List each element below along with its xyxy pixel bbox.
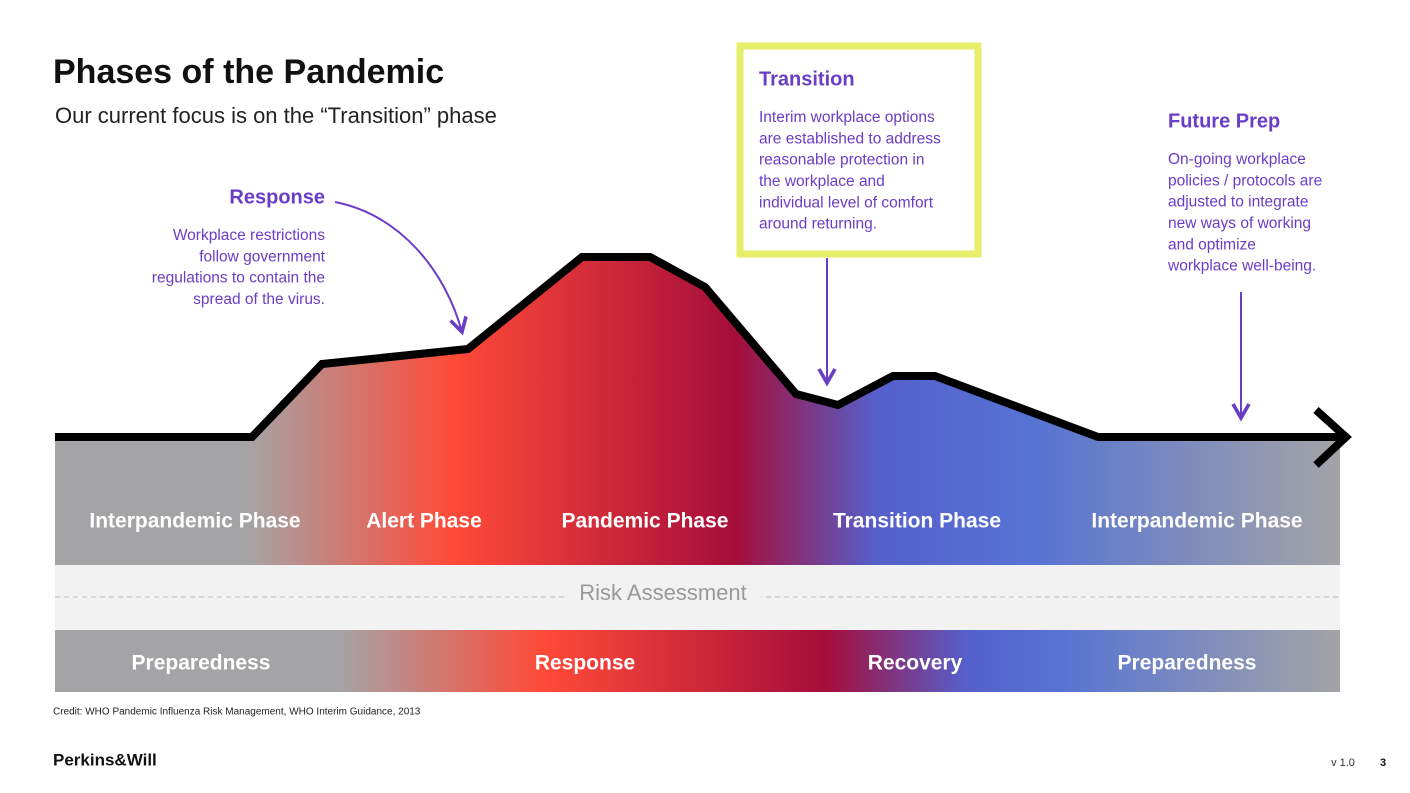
annotation-text: On-going workplace	[1168, 151, 1306, 168]
stage-label: Preparedness	[132, 652, 271, 675]
phase-label: Interpandemic Phase	[89, 510, 300, 533]
annotation-text: Interim workplace options	[759, 109, 935, 126]
stage-label: Preparedness	[1118, 652, 1257, 675]
risk-label: Risk Assessment	[579, 580, 747, 605]
curve-area	[55, 257, 1340, 565]
stage-bar	[55, 630, 1340, 692]
curve	[55, 253, 1348, 441]
annotation-heading: Transition	[759, 68, 855, 90]
version: v 1.0	[1331, 757, 1355, 769]
annotation-text: are established to address	[759, 130, 941, 147]
highlight-box	[736, 42, 982, 258]
phase-label: Interpandemic Phase	[1091, 510, 1302, 533]
annotation-text: individual level of comfort	[759, 194, 934, 211]
annotation-text: Workplace restrictions	[173, 227, 325, 244]
stage-label: Recovery	[868, 652, 963, 675]
arrow	[334, 201, 468, 336]
annotation-text: new ways of working	[1168, 215, 1311, 232]
phase-label: Transition Phase	[833, 510, 1001, 533]
credit: Credit: WHO Pandemic Influenza Risk Mana…	[53, 707, 421, 718]
annotation-text: and optimize	[1168, 236, 1256, 253]
logo: Perkins&Will	[53, 750, 157, 769]
annotation-text: regulations to contain the	[152, 270, 325, 287]
arrow-head	[1313, 407, 1352, 468]
annotation-text: policies / protocols are	[1168, 172, 1322, 189]
phase-label: Pandemic Phase	[562, 510, 729, 533]
phase-label: Alert Phase	[366, 510, 482, 533]
page-number: 3	[1380, 757, 1386, 769]
annotation-text: the workplace and	[759, 173, 885, 190]
annotation-text: spread of the virus.	[193, 291, 325, 308]
risk-label-bg	[565, 580, 761, 610]
annotation-text: workplace well-being.	[1167, 258, 1316, 275]
annotation-text: around returning.	[759, 216, 877, 233]
subtitle: Our current focus is on the “Transition”…	[55, 103, 497, 128]
annotation-text: reasonable protection in	[759, 152, 924, 169]
annotation-text: follow government	[199, 248, 325, 265]
title: Phases of the Pandemic	[53, 53, 444, 91]
annotation-text: adjusted to integrate	[1168, 194, 1308, 211]
annotation-heading: Future Prep	[1168, 110, 1280, 132]
annotation-heading: Response	[229, 186, 325, 208]
stage-label: Response	[535, 652, 635, 675]
